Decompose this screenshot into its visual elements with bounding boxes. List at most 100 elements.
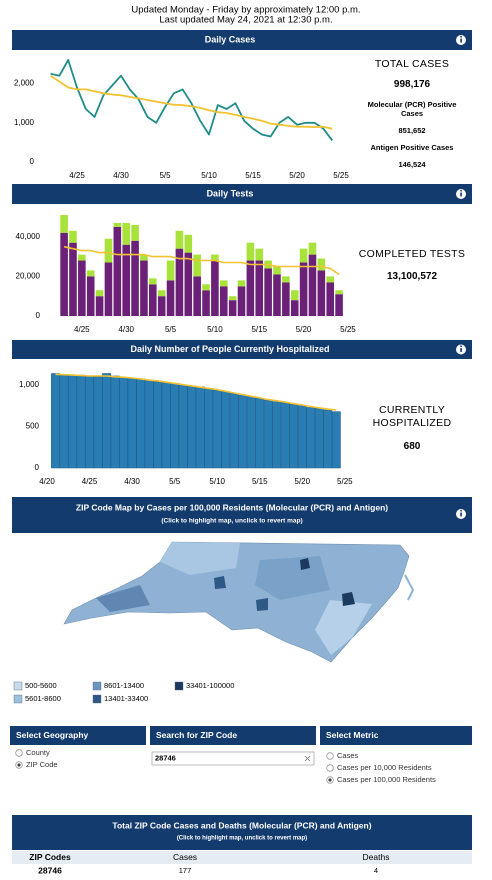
panel-title: Daily Cases	[205, 34, 256, 44]
clear-button[interactable]	[304, 755, 311, 762]
info-glyph	[460, 510, 462, 512]
radio-label[interactable]: County	[26, 748, 50, 757]
stat-value: 13,100,572	[386, 270, 438, 282]
radio-button[interactable]	[15, 749, 23, 757]
bar	[308, 254, 317, 316]
bar	[184, 234, 193, 253]
radio-label[interactable]: Cases per 10,000 Residents	[337, 763, 432, 772]
map-region[interactable]	[96, 585, 150, 612]
table-subtitle: (Click to highlight map, unclick to reve…	[177, 836, 307, 842]
legend-swatch[interactable]	[92, 694, 102, 704]
legend-swatch[interactable]	[92, 681, 102, 691]
radio-label[interactable]: Cases per 100,000 Residents	[337, 775, 436, 784]
radio-button[interactable]	[326, 752, 334, 760]
table-cell[interactable]: 28746	[38, 865, 62, 875]
panel-bar: Daily Tests	[12, 184, 472, 204]
bar	[86, 276, 95, 316]
panel-header	[12, 340, 472, 359]
bar	[113, 222, 122, 227]
bar	[104, 262, 113, 316]
panel-header	[12, 184, 472, 204]
radio-label[interactable]: ZIP Code	[26, 760, 58, 769]
bar	[136, 379, 146, 469]
bar	[127, 378, 137, 469]
stats: CURRENTLY HOSPITALIZED 680	[350, 404, 474, 452]
panel-header	[12, 30, 472, 50]
stat-label: COMPLETED TESTS	[358, 248, 466, 260]
radio-button[interactable]	[326, 764, 334, 772]
legend-swatch[interactable]	[13, 694, 23, 704]
table-cell: 177	[179, 866, 192, 875]
bar	[317, 270, 326, 316]
bar	[255, 248, 264, 261]
outer-banks	[404, 574, 415, 601]
column-header[interactable]: Deaths	[363, 852, 390, 862]
bar	[273, 266, 281, 275]
bar	[93, 376, 103, 469]
map-region[interactable]	[300, 558, 310, 570]
bar	[282, 276, 290, 283]
column-header[interactable]: Cases	[173, 852, 197, 862]
map-region[interactable]	[315, 600, 372, 655]
map-region[interactable]	[255, 556, 330, 600]
bar	[326, 282, 335, 316]
info-glyph	[460, 36, 462, 38]
x-tick-label: 4/30	[118, 325, 134, 334]
line	[63, 245, 340, 276]
panel-bar: ZIP Code Map by Cases per 100,000 Reside…	[12, 497, 472, 533]
panel-title: ZIP Code Map by Cases per 100,000 Reside…	[76, 502, 388, 512]
panel-subtitle: (Click to highlight map, unclick to reve…	[161, 518, 302, 525]
state-map[interactable]	[63, 541, 415, 663]
y-tick-label: 2,000	[14, 79, 35, 88]
panel-bar: Daily Number of People Currently Hospita…	[12, 340, 472, 359]
legend-label: 500-5600	[25, 681, 57, 690]
x-tick-label: 4/20	[39, 477, 55, 486]
bar	[211, 260, 219, 316]
bar	[110, 375, 120, 469]
map-region[interactable]	[256, 598, 268, 611]
legend-swatch[interactable]	[13, 681, 23, 691]
bar	[122, 244, 130, 316]
table-cell: 4	[374, 866, 378, 875]
column-header[interactable]: ZIP Codes	[29, 852, 71, 862]
radio-label[interactable]: Cases	[337, 751, 359, 760]
bar	[335, 294, 343, 316]
y-tick-label: 0	[35, 463, 40, 472]
x-tick-label: 4/30	[124, 477, 140, 486]
search-input[interactable]	[151, 751, 315, 766]
chart: 0 1,000 2,000 4/25 4/30 5/5 5/10 5/15 5/20 5/25	[14, 59, 349, 180]
table-header	[12, 815, 472, 850]
stat-value: 851,652	[398, 125, 426, 135]
bar	[78, 254, 86, 261]
bar	[280, 402, 290, 469]
bar	[149, 278, 157, 285]
bar	[237, 280, 246, 287]
y-tick-label: 1,000	[19, 380, 40, 389]
map-region[interactable]	[214, 576, 226, 589]
map-region[interactable]	[160, 542, 240, 575]
x-tick-label: 5/5	[159, 171, 171, 180]
map-region[interactable]	[342, 592, 355, 606]
x-tick-label: 5/25	[333, 171, 349, 180]
chart: 0 500 1,000 4/20 4/25 4/30 5/5 5/10 5/15 5/20 5/25	[19, 373, 353, 486]
data-table: Total ZIP Code Cases and Deaths (Molecul…	[12, 815, 472, 875]
y-tick-label: 20,000	[16, 271, 41, 280]
legend-swatch[interactable]	[174, 681, 184, 691]
bar	[264, 268, 272, 316]
info-glyph	[460, 345, 462, 347]
bar	[272, 401, 282, 469]
bar	[166, 280, 175, 316]
bar	[219, 286, 228, 316]
bar	[86, 270, 95, 277]
bar	[102, 373, 111, 469]
bar	[238, 394, 248, 469]
x-tick-label: 5/15	[245, 171, 261, 180]
bar	[104, 238, 113, 263]
bar	[228, 296, 237, 301]
bar	[202, 284, 210, 291]
x-tick-label: 5/20	[295, 477, 311, 486]
bar	[326, 276, 335, 283]
legend-label: 13401-33400	[104, 694, 148, 703]
x-tick-label: 4/25	[82, 477, 98, 486]
bar	[69, 242, 77, 316]
